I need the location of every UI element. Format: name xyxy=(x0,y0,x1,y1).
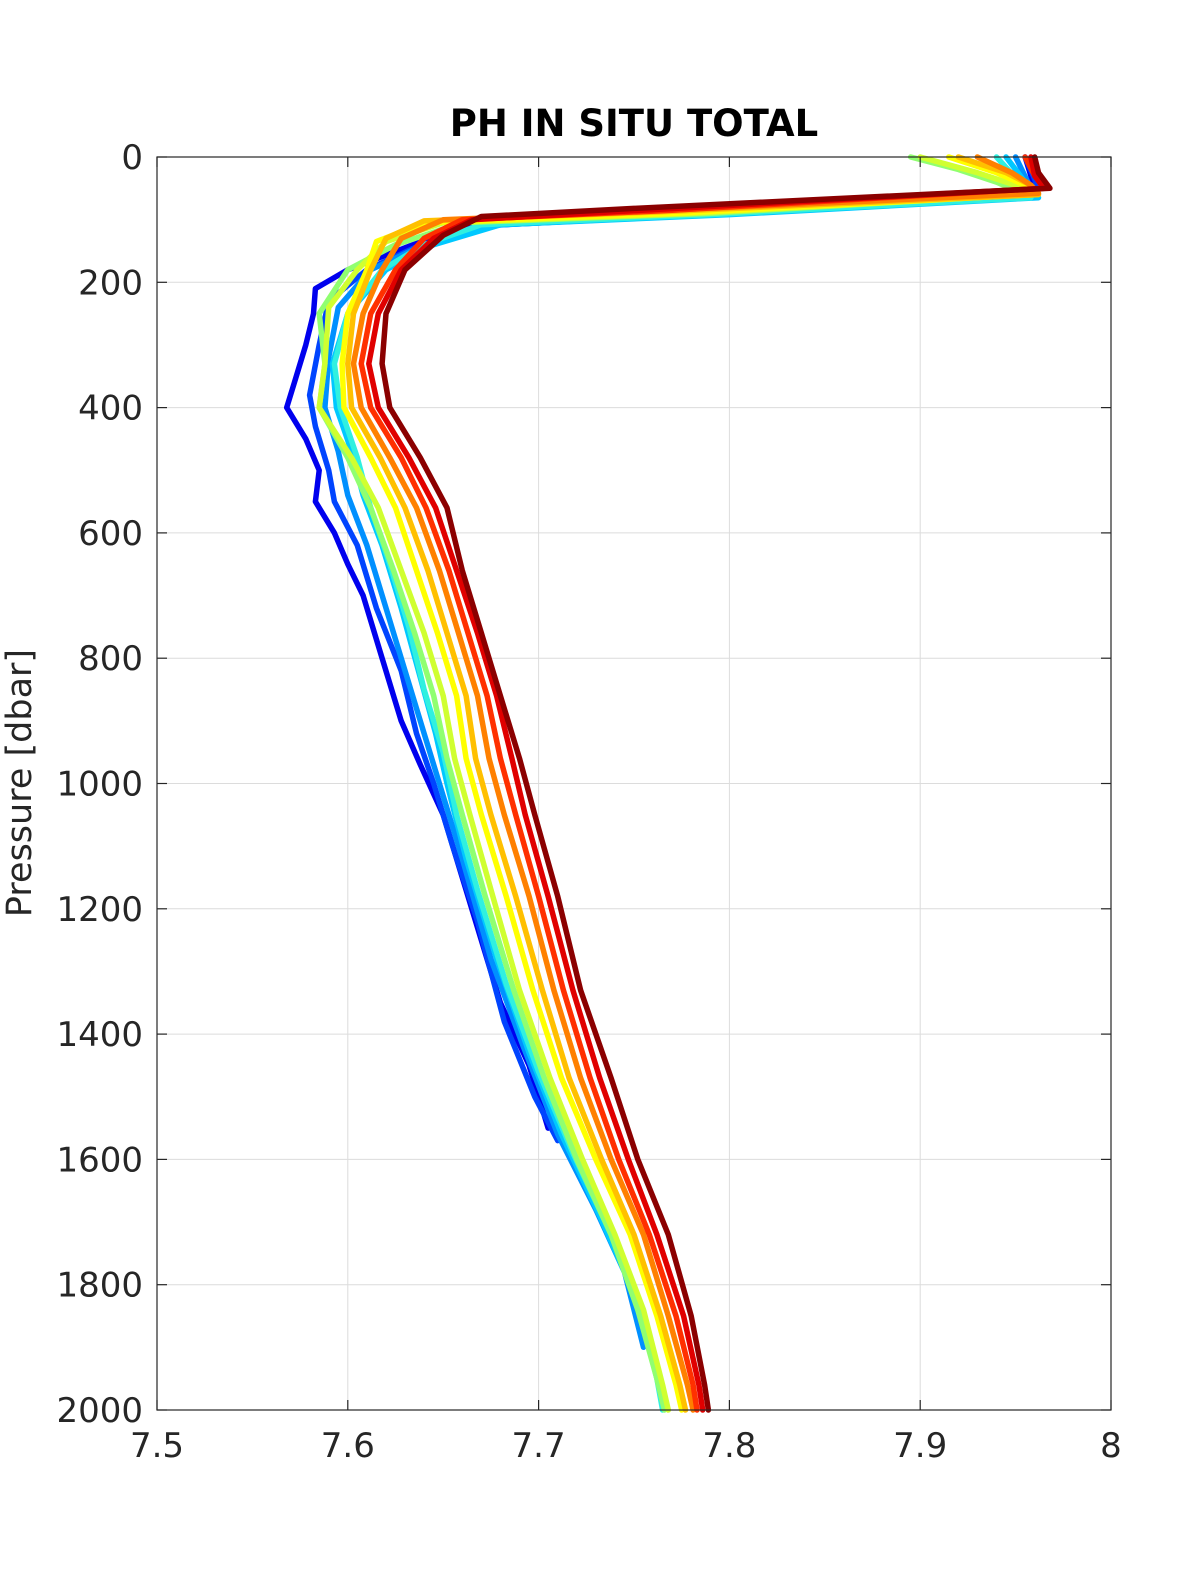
y-tick-label: 1600 xyxy=(56,1140,143,1180)
y-tick-label: 1200 xyxy=(56,890,143,930)
x-tick-label: 7.8 xyxy=(702,1426,756,1466)
y-tick-label: 200 xyxy=(78,263,143,303)
ticks: 7.5 7.6 7.7 7.8 7.9 8 0 200 400 600 800 1000 1200 140… xyxy=(56,138,1121,1466)
y-tick-label: 2000 xyxy=(56,1391,143,1431)
y-tick-label: 1400 xyxy=(56,1015,143,1055)
x-tick-label: 7.9 xyxy=(893,1426,947,1466)
profile-line-13 xyxy=(379,154,1053,1413)
x-tick-label: 7.5 xyxy=(130,1426,184,1466)
x-tick-label: 8 xyxy=(1100,1426,1122,1466)
chart-title: PH IN SITU TOTAL xyxy=(450,102,818,145)
y-tick-label: 800 xyxy=(78,639,143,679)
grid xyxy=(156,156,1112,1411)
profile-line-4 xyxy=(329,154,1042,1351)
x-tick-label: 7.7 xyxy=(512,1426,566,1466)
y-tick-label: 600 xyxy=(78,514,143,554)
profile-line-3 xyxy=(322,154,1034,1351)
profile-line-11 xyxy=(358,154,1047,1413)
y-tick-label: 1800 xyxy=(56,1266,143,1306)
y-tick-label: 1000 xyxy=(56,765,143,805)
y-tick-label: 400 xyxy=(78,389,143,429)
y-tick-label: 0 xyxy=(121,138,143,178)
series-group xyxy=(283,154,1053,1413)
x-tick-label: 7.6 xyxy=(321,1426,375,1466)
y-axis-label: Pressure [dbar] xyxy=(0,649,40,917)
